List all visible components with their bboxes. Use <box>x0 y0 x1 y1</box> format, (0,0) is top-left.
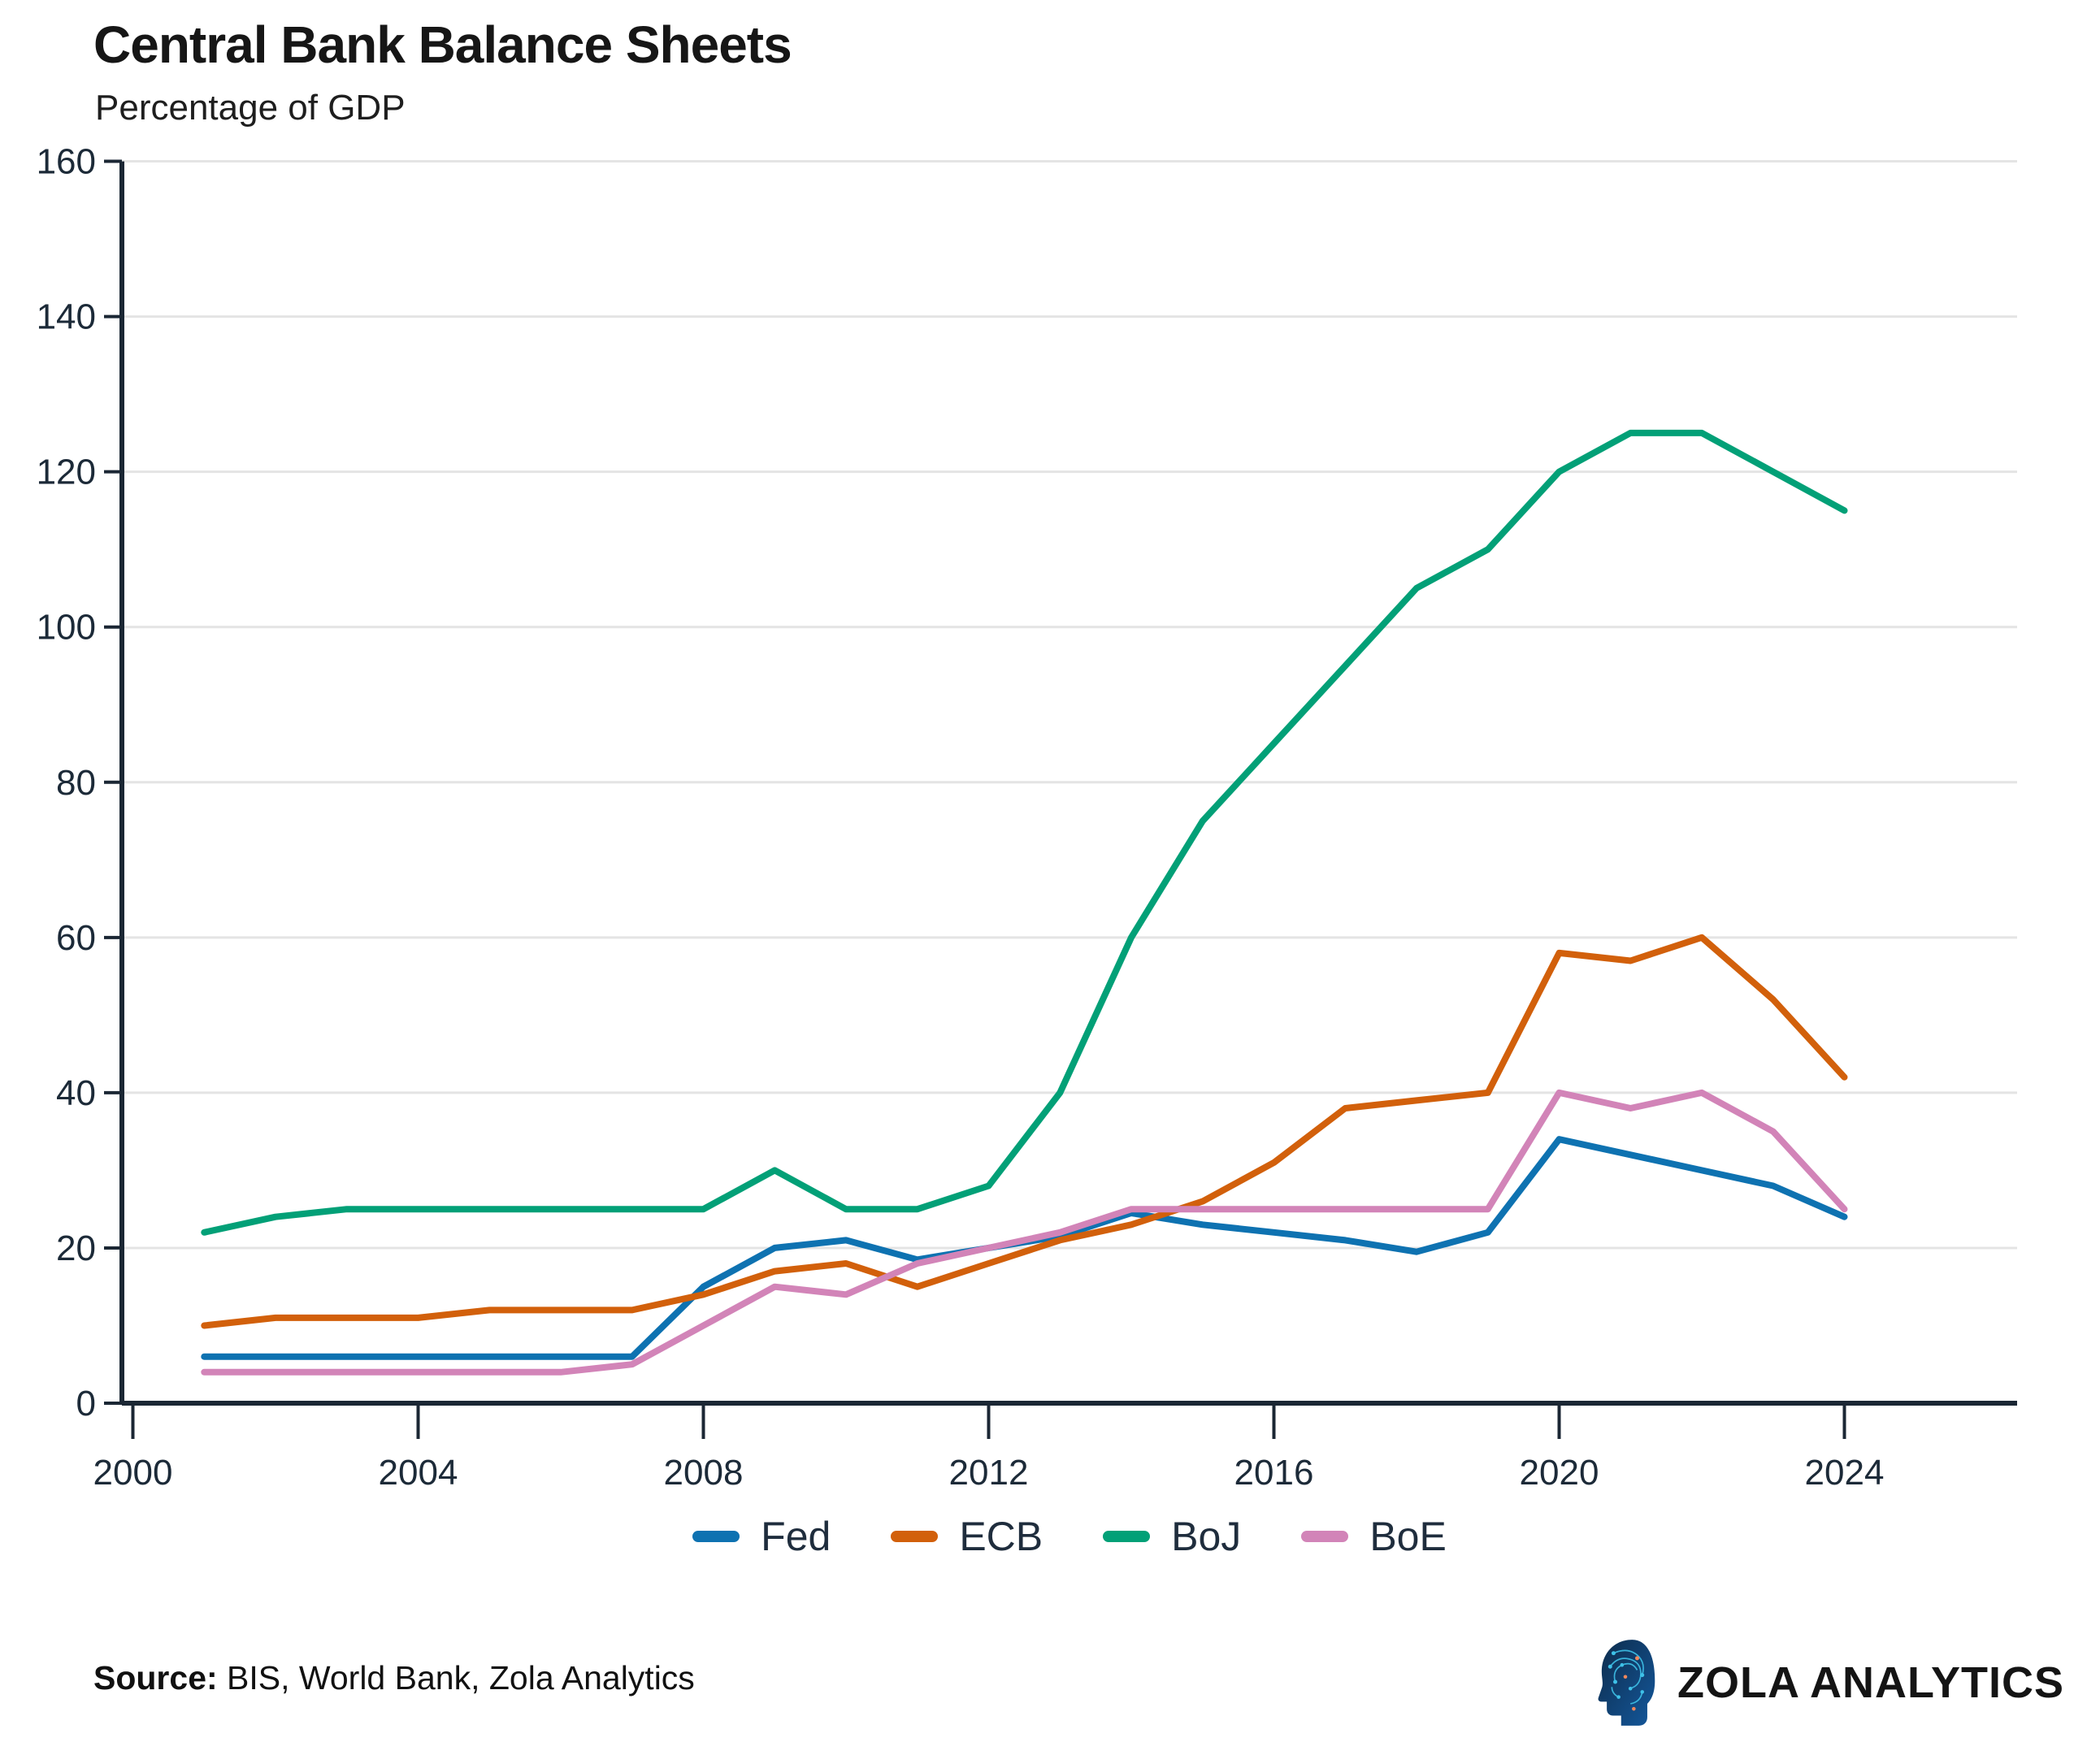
x-tick-label: 2000 <box>93 1453 173 1493</box>
legend-item-boj: BoJ <box>1103 1513 1241 1560</box>
x-tick-label: 2024 <box>1805 1453 1885 1493</box>
legend-label: Fed <box>761 1514 831 1559</box>
chart-subtitle: Percentage of GDP <box>95 88 406 128</box>
legend-item-fed: Fed <box>692 1513 831 1560</box>
series-line-boe <box>201 1089 1848 1376</box>
y-tick-label: 20 <box>56 1228 96 1268</box>
circuit-head-icon <box>1598 1640 1655 1726</box>
x-tick-label: 2012 <box>949 1453 1029 1493</box>
x-tick-label: 2016 <box>1234 1453 1314 1493</box>
legend-swatch-boj <box>1103 1531 1151 1542</box>
y-tick-label: 80 <box>56 763 96 803</box>
legend-item-ecb: ECB <box>891 1513 1043 1560</box>
legend-label: BoE <box>1369 1514 1447 1559</box>
legend-swatch-fed <box>692 1531 740 1542</box>
y-tick-label: 100 <box>37 608 96 648</box>
y-tick-label: 60 <box>56 918 96 958</box>
source-note: Source: BIS, World Bank, Zola Analytics <box>93 1659 695 1697</box>
x-tick-label: 2020 <box>1520 1453 1599 1493</box>
source-label: Source: <box>93 1659 218 1696</box>
legend-label: ECB <box>959 1514 1043 1559</box>
series-line-ecb <box>201 934 1848 1329</box>
chart-title: Central Bank Balance Sheets <box>93 15 792 74</box>
x-tick-label: 2004 <box>379 1453 458 1493</box>
y-tick-label: 0 <box>76 1384 96 1424</box>
legend-swatch-ecb <box>891 1531 939 1542</box>
y-tick-label: 40 <box>56 1073 96 1113</box>
x-tick-label: 2008 <box>664 1453 744 1493</box>
y-tick-label: 160 <box>37 142 96 182</box>
y-tick-label: 120 <box>37 453 96 492</box>
chart-legend: Fed ECB BoJ BoE <box>122 1513 2017 1560</box>
legend-swatch-boe <box>1301 1531 1349 1542</box>
legend-item-boe: BoE <box>1301 1513 1447 1560</box>
legend-label: BoJ <box>1171 1514 1242 1559</box>
brand-name: ZOLA ANALYTICS <box>1677 1658 2064 1707</box>
y-tick-label: 140 <box>37 297 96 337</box>
series-line-boj <box>201 429 1848 1236</box>
source-text: BIS, World Bank, Zola Analytics <box>217 1659 695 1696</box>
brand-lockup: ZOLA ANALYTICS <box>1596 1638 2064 1727</box>
